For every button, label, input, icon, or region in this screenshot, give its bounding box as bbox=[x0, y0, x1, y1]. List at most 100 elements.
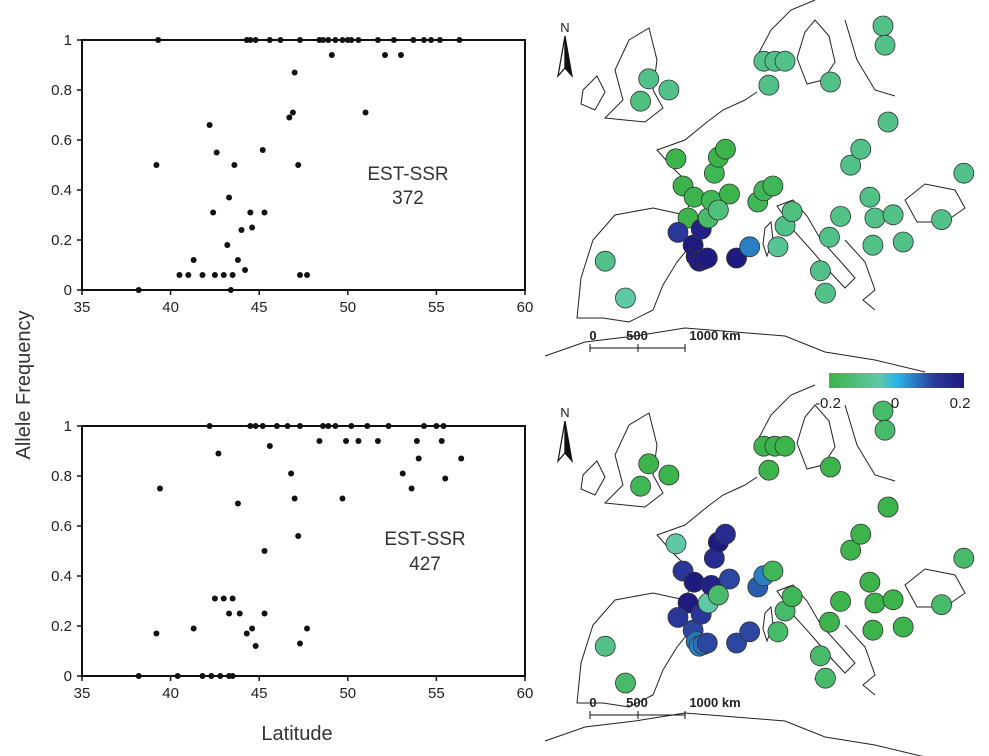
sample-site-marker bbox=[830, 590, 851, 612]
scatter-point bbox=[155, 37, 162, 43]
scatter-point bbox=[325, 37, 332, 43]
color-scale-bar bbox=[829, 373, 964, 388]
scatter-point bbox=[436, 37, 443, 43]
sample-site-marker bbox=[707, 584, 729, 606]
sample-site-marker bbox=[820, 456, 841, 478]
sample-site-marker bbox=[774, 435, 796, 457]
color-scale-max-label: 0.2 bbox=[950, 395, 971, 412]
y-tick-label: 0.4 bbox=[51, 568, 72, 585]
x-tick-label: 55 bbox=[428, 685, 445, 702]
scatter-point bbox=[156, 485, 163, 492]
scatter-point bbox=[364, 423, 371, 429]
scatter-point bbox=[410, 37, 417, 43]
scatter-point bbox=[296, 37, 303, 43]
scatter-point bbox=[355, 37, 362, 43]
sample-site-marker bbox=[862, 619, 884, 641]
sample-site-marker bbox=[658, 79, 680, 101]
sample-site-marker bbox=[781, 201, 803, 223]
scatter-point bbox=[226, 610, 233, 617]
scatter-point bbox=[211, 595, 218, 602]
sample-site-marker bbox=[820, 71, 841, 93]
scatter-point bbox=[229, 595, 236, 602]
scatter-point bbox=[295, 533, 302, 539]
sample-site-marker bbox=[758, 74, 780, 96]
scatter-point bbox=[399, 470, 406, 477]
panel-label-line2: 427 bbox=[409, 554, 441, 575]
scatter-point bbox=[288, 470, 295, 477]
sample-site-marker bbox=[707, 199, 729, 221]
x-tick-label: 60 bbox=[517, 299, 534, 316]
panel-label-line2: 372 bbox=[392, 188, 424, 209]
x-tick-label: 50 bbox=[339, 299, 356, 316]
scatter-point bbox=[408, 485, 415, 492]
scale-label: 0 bbox=[589, 695, 596, 710]
y-tick-label: 0.8 bbox=[51, 82, 72, 99]
scatter-point bbox=[135, 287, 142, 293]
sample-site-marker bbox=[683, 186, 705, 208]
x-tick-label: 50 bbox=[339, 685, 356, 702]
scatter-point bbox=[190, 257, 197, 263]
coastline bbox=[844, 624, 876, 696]
scatter-point bbox=[296, 272, 303, 278]
sample-site-marker bbox=[840, 539, 862, 561]
sample-site-marker bbox=[809, 645, 831, 667]
panel-label-line1: EST-SSR bbox=[367, 164, 448, 185]
scatter-point bbox=[397, 52, 404, 58]
scatter-point bbox=[266, 37, 273, 43]
scatter-point bbox=[176, 272, 183, 278]
scatter-point bbox=[328, 52, 335, 58]
scatter-point bbox=[277, 37, 284, 43]
x-tick-label: 35 bbox=[74, 685, 91, 702]
x-axis-title: Latitude bbox=[261, 723, 332, 745]
sample-site-marker bbox=[815, 282, 836, 304]
scatter-point bbox=[174, 673, 181, 679]
x-tick-label: 40 bbox=[162, 299, 179, 316]
scatter-point bbox=[304, 272, 311, 278]
sample-site-marker bbox=[594, 250, 616, 272]
scatter-point bbox=[273, 423, 280, 429]
scatter-point bbox=[234, 257, 241, 263]
scatter-point bbox=[339, 495, 346, 502]
scale-bar: 0 500 1000 km bbox=[589, 328, 741, 352]
sample-site-marker bbox=[931, 594, 952, 616]
y-tick-label: 1 bbox=[64, 418, 72, 435]
sample-site-marker bbox=[874, 419, 896, 441]
scale-label: 1000 km bbox=[689, 695, 740, 710]
y-tick-label: 1 bbox=[64, 32, 72, 49]
plot-frame bbox=[81, 425, 526, 677]
scatter-plot-427: EST-SSR 427 35 40 45 50 55 60 0 0.2 0.4 0.6 0.8 1 bbox=[51, 418, 533, 702]
scatter-point bbox=[227, 287, 234, 293]
scatter-point bbox=[243, 630, 250, 637]
scatter-point bbox=[291, 69, 298, 76]
sample-site-marker bbox=[767, 621, 789, 643]
scale-label: 0 bbox=[589, 328, 596, 343]
scatter-point bbox=[220, 595, 227, 602]
scatter-point bbox=[325, 423, 332, 429]
scatter-point bbox=[428, 37, 435, 43]
sample-site-marker bbox=[719, 568, 740, 590]
coastline bbox=[844, 404, 896, 482]
scatter-point bbox=[231, 162, 238, 168]
scatter-point bbox=[199, 272, 206, 278]
scale-bar: 0 500 1000 km bbox=[589, 695, 741, 719]
sample-site-marker bbox=[892, 616, 914, 638]
scatter-point bbox=[415, 455, 422, 462]
sample-site-marker bbox=[739, 236, 761, 258]
scatter-point bbox=[236, 610, 243, 617]
sample-site-marker bbox=[594, 635, 616, 657]
coastline bbox=[796, 19, 836, 85]
sample-site-marker bbox=[882, 589, 904, 611]
scatter-point bbox=[153, 162, 160, 168]
scatter-plot-372: EST-SSR 372 35 40 45 50 55 60 0 0.2 0.4 0.6 0.8 1 bbox=[51, 32, 533, 316]
sample-site-marker bbox=[615, 672, 636, 694]
scatter-point bbox=[433, 423, 440, 429]
scatter-point bbox=[208, 673, 215, 679]
sample-site-marker bbox=[667, 606, 689, 628]
sample-site-marker bbox=[739, 621, 761, 643]
sample-site-marker bbox=[819, 226, 840, 248]
scale-label: 500 bbox=[626, 695, 648, 710]
sample-site-marker bbox=[683, 571, 705, 593]
scatter-point bbox=[319, 423, 326, 429]
scatter-point bbox=[286, 114, 293, 121]
scatter-point bbox=[190, 625, 197, 632]
